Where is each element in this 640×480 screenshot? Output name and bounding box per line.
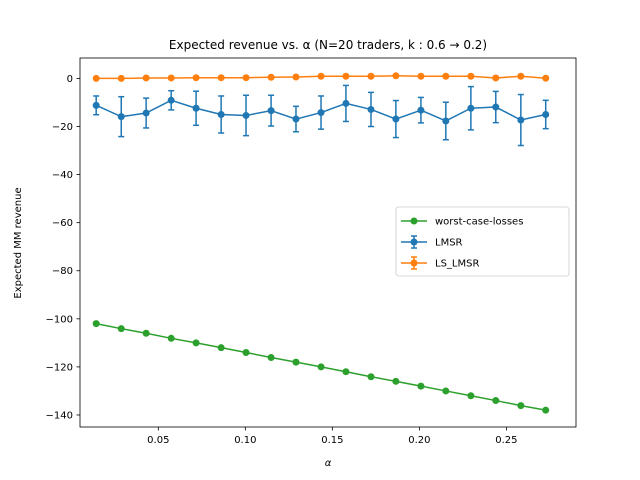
x-tick-label: 0.20	[408, 435, 430, 446]
data-point	[192, 74, 200, 82]
data-point	[167, 96, 175, 104]
y-tick-label: −120	[46, 362, 73, 373]
x-tick-label: 0.10	[234, 435, 256, 446]
data-point	[167, 74, 175, 82]
data-point	[367, 72, 375, 80]
x-tick-label: 0.05	[147, 435, 169, 446]
data-point	[392, 377, 400, 385]
data-point	[392, 72, 400, 80]
data-point	[467, 72, 475, 80]
data-point	[317, 72, 325, 80]
y-tick-label: −140	[46, 410, 73, 421]
y-tick-label: −60	[52, 218, 73, 229]
legend-swatch-marker	[410, 259, 418, 267]
data-point	[342, 99, 350, 107]
data-point	[442, 387, 450, 395]
data-point	[342, 72, 350, 80]
data-point	[117, 74, 125, 82]
data-point	[292, 115, 300, 123]
data-point	[517, 402, 525, 410]
data-point	[142, 109, 150, 117]
data-point	[267, 354, 275, 362]
data-point	[92, 74, 100, 82]
data-point	[517, 72, 525, 80]
y-tick-label: −20	[52, 122, 73, 133]
data-point	[542, 406, 550, 414]
data-point	[417, 382, 425, 390]
legend-item: LS_LMSR	[401, 256, 479, 270]
x-tick-label: 0.25	[495, 435, 517, 446]
data-point	[367, 373, 375, 381]
data-point	[367, 105, 375, 113]
data-point	[117, 325, 125, 333]
data-point	[192, 104, 200, 112]
data-point	[292, 73, 300, 81]
data-point	[92, 101, 100, 109]
legend-label: LMSR	[435, 238, 463, 249]
data-point	[542, 74, 550, 82]
data-point	[192, 339, 200, 347]
legend-label: worst-case-losses	[435, 217, 523, 228]
legend-item: LMSR	[401, 235, 463, 249]
data-point	[142, 329, 150, 337]
data-point	[492, 397, 500, 405]
data-point	[142, 74, 150, 82]
data-point	[317, 109, 325, 117]
legend-label: LS_LMSR	[435, 259, 479, 270]
x-axis-label: α	[325, 458, 332, 469]
data-point	[242, 348, 250, 356]
data-point	[317, 363, 325, 371]
data-point	[542, 110, 550, 118]
legend: worst-case-losses LMSR LS_LMSR	[395, 206, 570, 277]
data-point	[217, 110, 225, 118]
data-point	[242, 111, 250, 119]
data-point	[442, 72, 450, 80]
y-tick-label: −80	[52, 266, 73, 277]
data-point	[467, 392, 475, 400]
data-point	[217, 74, 225, 82]
y-tick-label: 0	[67, 74, 73, 85]
data-point	[492, 74, 500, 82]
legend-swatch-marker	[410, 217, 418, 225]
y-tick-label: −100	[46, 314, 73, 325]
data-point	[417, 106, 425, 114]
axes-frame	[79, 57, 577, 428]
data-point	[492, 103, 500, 111]
plot-area: 0.05 0.10 0.15 0.20 0.25 0 −20 −40 −60 −80 −100 −12…	[46, 57, 577, 446]
data-point	[92, 320, 100, 328]
data-point	[292, 358, 300, 366]
data-point	[517, 116, 525, 124]
data-point	[267, 73, 275, 81]
data-point	[117, 113, 125, 121]
series-worst-case-losses	[92, 320, 550, 414]
x-tick-label: 0.15	[321, 435, 343, 446]
series-lmsr	[92, 84, 550, 147]
data-point	[392, 115, 400, 123]
series-ls-lmsr	[92, 72, 550, 82]
legend-swatch-marker	[410, 238, 418, 246]
data-point	[467, 104, 475, 112]
legend-item: worst-case-losses	[401, 217, 523, 228]
data-point	[417, 72, 425, 80]
y-axis-label: Expected MM revenue	[13, 187, 24, 298]
legend-box	[395, 206, 570, 277]
data-point	[167, 334, 175, 342]
data-point	[242, 74, 250, 82]
y-tick-label: −40	[52, 170, 73, 181]
chart-title: Expected revenue vs. α (N=20 traders, k …	[169, 38, 487, 52]
data-point	[342, 368, 350, 376]
data-point	[442, 117, 450, 125]
data-point	[217, 344, 225, 352]
data-point	[267, 107, 275, 115]
